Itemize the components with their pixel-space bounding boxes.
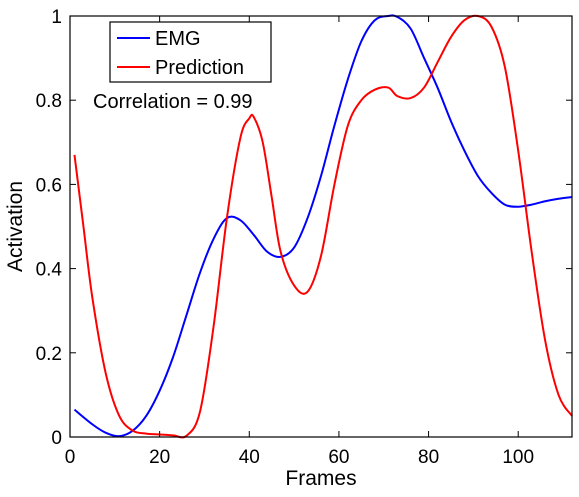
x-tick-label: 40 (239, 447, 260, 468)
correlation-annotation: Correlation = 0.99 (93, 91, 253, 113)
y-tick-label: 0.6 (36, 175, 62, 196)
data-layer (73, 14, 573, 439)
y-tick-label: 1 (51, 7, 62, 28)
legend: EMG Prediction (109, 21, 272, 83)
y-axis-label: Activation (4, 181, 27, 272)
x-tick-label: 0 (65, 447, 76, 468)
x-tick-label: 60 (328, 447, 349, 468)
series-line-emg (73, 14, 573, 438)
legend-box (109, 21, 272, 83)
plot-frame (69, 15, 573, 438)
legend-label-prediction: Prediction (155, 57, 244, 79)
y-tick-label: 0.4 (36, 260, 63, 281)
y-tick-label: 0.8 (36, 91, 62, 112)
x-tick-label: 20 (149, 447, 170, 468)
series-line-prediction (73, 14, 573, 439)
legend-label-emg: EMG (155, 28, 201, 50)
x-tick-label: 100 (502, 447, 534, 468)
x-tick-label: 80 (418, 447, 439, 468)
axis-ticks: 0 20 40 60 80 100 0 0.2 0.4 0.6 0.8 1 (36, 7, 572, 468)
y-tick-label: 0.2 (36, 344, 62, 365)
x-axis-label: Frames (285, 467, 356, 490)
y-tick-label: 0 (51, 428, 62, 449)
